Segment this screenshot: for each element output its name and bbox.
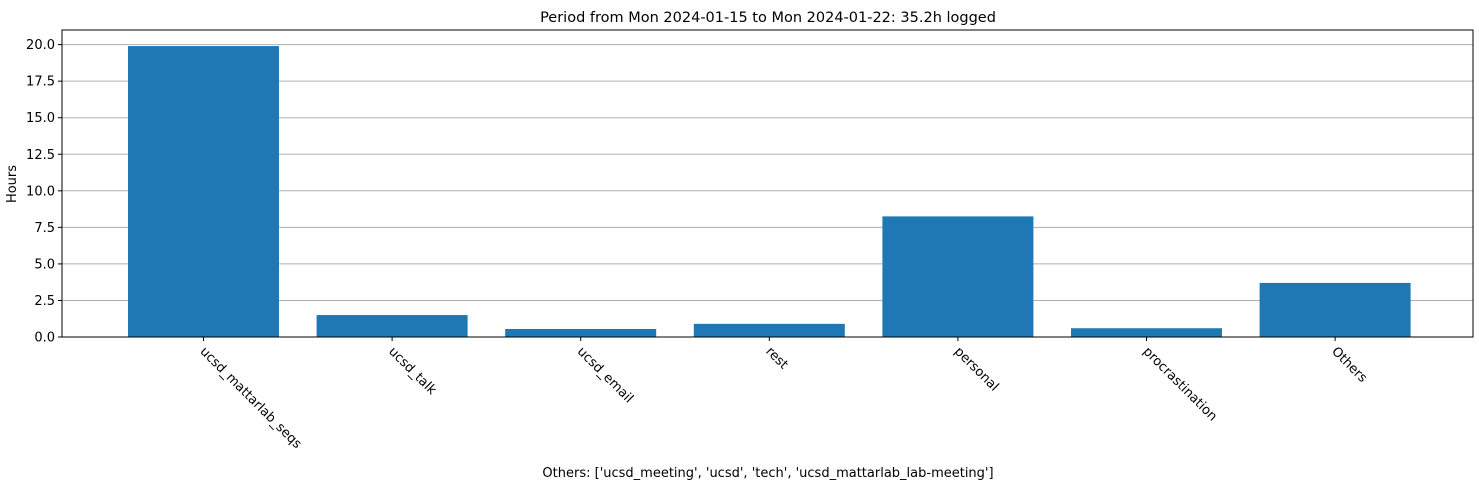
x-tick-label: procrastination [1140,344,1220,424]
gridlines [62,44,1473,338]
bar-ucsd_talk [316,315,468,337]
x-tick-label: ucsd_talk [385,344,439,398]
bar-rest [693,323,845,337]
plot-frame [61,29,1474,338]
bar-ucsd_mattarlab_seqs [128,46,279,337]
x-tick-label: Others [1328,344,1370,386]
bar-Others [1259,282,1411,337]
bar-procrastination [1071,328,1222,337]
x-tick-label: ucsd_email [574,344,636,406]
y-axis: 0.0 2.5 5.0 7.5 10.0 12.5 15.0 17.5 20.0 [26,38,62,346]
bars [128,46,1411,337]
bar-ucsd_email [505,328,657,337]
bar-personal [882,216,1034,337]
y-tick-label: 10.0 [26,184,55,199]
x-tick-label: personal [951,344,1001,394]
y-tick-label: 17.5 [26,75,55,90]
chart-title: Period from Mon 2024-01-15 to Mon 2024-0… [540,10,996,26]
x-tick-label: rest [762,344,790,372]
x-axis-label: Others: ['ucsd_meeting', 'ucsd', 'tech',… [542,466,993,481]
y-tick-label: 0.0 [34,331,55,346]
x-axis: ucsd_mattarlab_seqs ucsd_talk ucsd_email re… [197,337,1370,452]
y-tick-label: 7.5 [34,221,55,236]
y-tick-label: 2.5 [34,294,55,309]
y-axis-label: Hours [5,165,20,203]
y-tick-label: 12.5 [26,148,55,163]
y-tick-label: 15.0 [26,111,55,126]
y-tick-label: 20.0 [26,38,55,53]
y-tick-label: 5.0 [34,257,55,272]
x-tick-label: ucsd_mattarlab_seqs [197,344,305,452]
